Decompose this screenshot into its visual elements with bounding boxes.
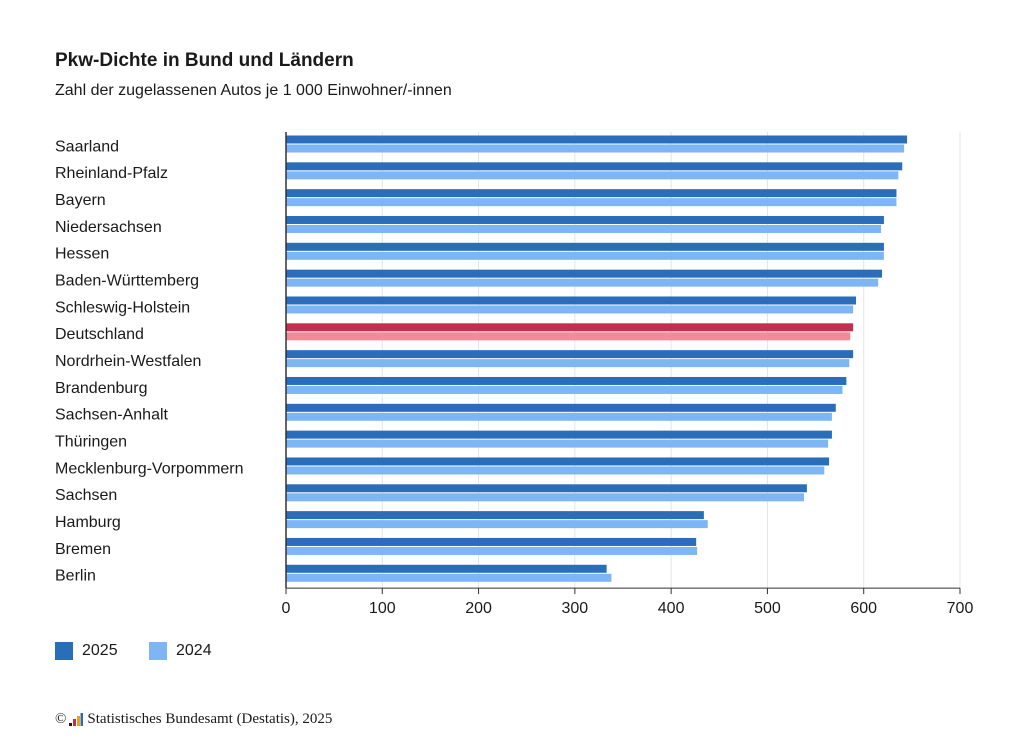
- category-label: Hamburg: [55, 514, 121, 531]
- x-tick-label: 600: [850, 600, 877, 617]
- legend-label-2024: 2024: [176, 642, 212, 659]
- source-text: Statistisches Bundesamt (Destatis), 2025: [87, 711, 333, 727]
- x-tick-label: 700: [947, 600, 974, 617]
- bar-2024: [286, 305, 854, 314]
- bar-2024: [286, 466, 825, 475]
- category-label: Schleswig-Holstein: [55, 299, 190, 316]
- bar-2024: [286, 171, 899, 180]
- category-label: Nordrhein-Westfalen: [55, 353, 201, 370]
- category-label: Niedersachsen: [55, 219, 162, 236]
- bar-2024: [286, 144, 905, 153]
- bar-2024: [286, 385, 843, 394]
- x-tick-label: 200: [465, 600, 492, 617]
- bar-2024: [286, 573, 612, 582]
- legend-item-2024: 2024: [149, 642, 212, 660]
- bar-2025: [286, 376, 847, 385]
- bar-2024: [286, 224, 882, 233]
- bar-2024: [286, 198, 897, 207]
- category-label: Thüringen: [55, 434, 127, 451]
- bar-2024: [286, 439, 829, 448]
- category-label: Saarland: [55, 138, 119, 155]
- bar-chart: 0 100 200 300 400 500 600 700 Saarland Rheinland-…: [55, 132, 974, 617]
- legend-item-2025: 2025: [55, 642, 118, 660]
- bar-2025: [286, 484, 807, 493]
- bar-2024: [286, 278, 879, 287]
- bar-2025: [286, 135, 908, 144]
- category-label: Deutschland: [55, 326, 144, 343]
- x-tick-label: 100: [369, 600, 396, 617]
- bar-2025: [286, 162, 903, 171]
- bar-2024: [286, 520, 708, 529]
- copyright-symbol: ©: [55, 711, 67, 727]
- bar-2025: [286, 564, 607, 573]
- bar-2024: [286, 412, 832, 421]
- bar-2024: [286, 332, 851, 341]
- bar-2025: [286, 537, 697, 546]
- source-footer: © Statistisches Bundesamt (Destatis), 20…: [55, 711, 332, 728]
- bar-2025: [286, 403, 836, 412]
- legend-label-2025: 2025: [82, 642, 118, 659]
- bar-2024: [286, 359, 850, 368]
- bar-2025: [286, 215, 884, 224]
- bar-2025: [286, 323, 854, 332]
- legend-swatch-2025: [55, 642, 73, 660]
- x-tick-label: 500: [754, 600, 781, 617]
- bar-2025: [286, 296, 857, 305]
- x-tick-label: 400: [658, 600, 685, 617]
- category-label: Mecklenburg-Vorpommern: [55, 460, 244, 477]
- category-label: Brandenburg: [55, 380, 148, 397]
- legend-swatch-2024: [149, 642, 167, 660]
- bar-2025: [286, 269, 883, 278]
- bar-2025: [286, 242, 884, 251]
- chart-title: Pkw-Dichte in Bund und Ländern: [55, 50, 354, 71]
- category-label: Bayern: [55, 192, 106, 209]
- bar-2025: [286, 350, 854, 359]
- category-label: Baden-Württemberg: [55, 273, 199, 290]
- category-label: Hessen: [55, 246, 109, 263]
- bar-2024: [286, 546, 698, 555]
- bar-2025: [286, 511, 704, 520]
- x-tick-label: 300: [562, 600, 589, 617]
- bar-2025: [286, 430, 832, 439]
- bar-2024: [286, 493, 805, 502]
- bar-2024: [286, 251, 884, 260]
- bar-2025: [286, 457, 830, 466]
- chart-subtitle: Zahl der zugelassenen Autos je 1 000 Ein…: [55, 82, 452, 99]
- category-label: Berlin: [55, 568, 96, 585]
- destatis-logo-icon: [69, 713, 84, 726]
- category-label: Rheinland-Pfalz: [55, 165, 168, 182]
- category-label: Bremen: [55, 541, 111, 558]
- x-tick-label: 0: [282, 600, 291, 617]
- bar-2025: [286, 189, 897, 198]
- category-label: Sachsen-Anhalt: [55, 407, 169, 424]
- category-label: Sachsen: [55, 487, 117, 504]
